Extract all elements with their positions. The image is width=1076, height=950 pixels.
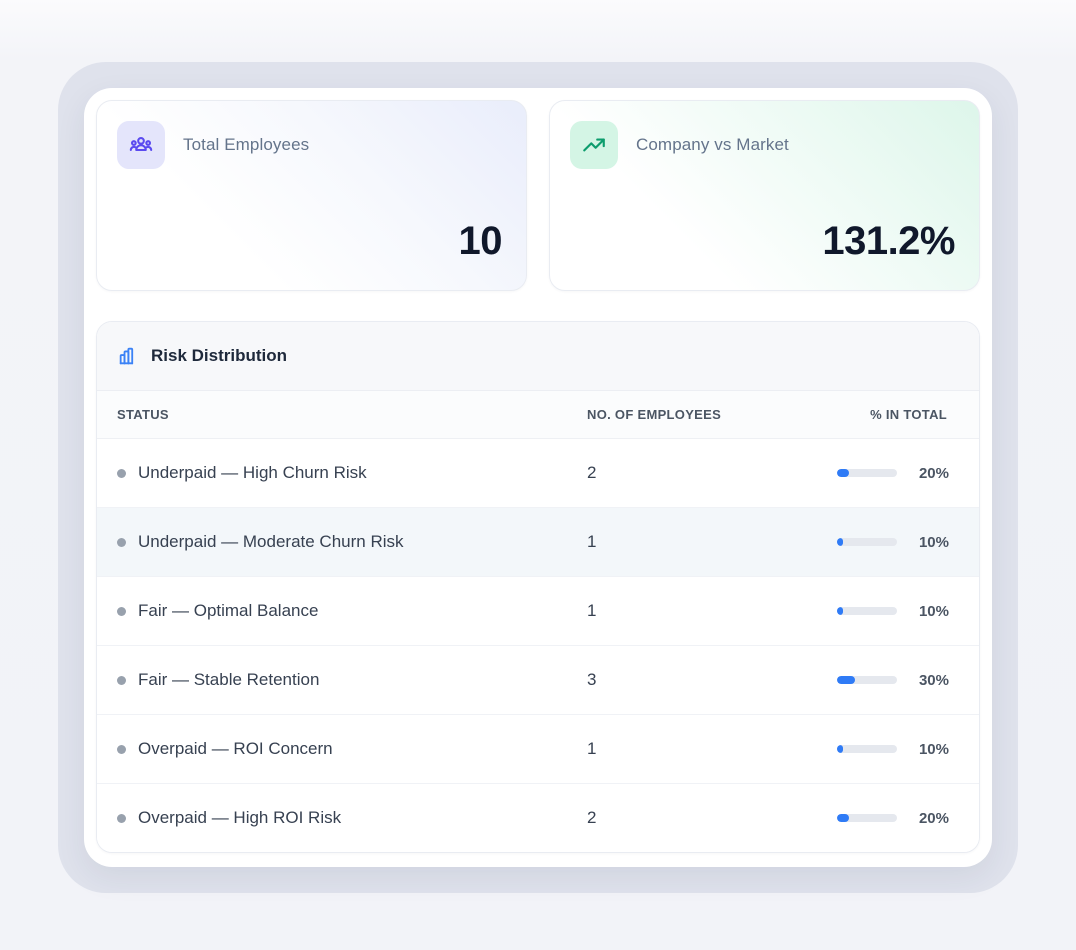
status-dot-icon — [117, 675, 126, 685]
percent-cell: 10% — [837, 534, 949, 551]
status-dot-icon — [117, 744, 126, 754]
status-label: Overpaid — ROI Concern — [138, 739, 333, 758]
stats-row: Total Employees 10 Company vs Market 131… — [96, 100, 980, 291]
progress-bar-fill — [837, 814, 849, 822]
progress-bar — [837, 676, 897, 684]
col-header-percent: % IN TOTAL — [870, 407, 947, 422]
progress-bar-fill — [837, 469, 849, 477]
status-cell: Underpaid — High Churn Risk — [117, 463, 587, 483]
percent-cell: 20% — [837, 810, 949, 827]
status-cell: Overpaid — High ROI Risk — [117, 808, 587, 828]
progress-bar — [837, 469, 897, 477]
stat-card-header: Total Employees — [117, 121, 502, 169]
percent-label: 10% — [918, 740, 949, 758]
stat-card-header: Company vs Market — [570, 121, 955, 169]
employee-count: 1 — [587, 532, 597, 551]
employee-count: 1 — [587, 601, 597, 620]
percent-label: 20% — [918, 464, 949, 482]
table-title-bar: Risk Distribution — [97, 322, 979, 391]
progress-bar — [837, 538, 897, 546]
table-row[interactable]: Underpaid — Moderate Churn Risk 1 10% — [97, 508, 979, 577]
risk-distribution-card: Risk Distribution STATUS NO. OF EMPLOYEE… — [96, 321, 980, 853]
percent-label: 20% — [918, 809, 949, 827]
employee-count: 1 — [587, 739, 597, 758]
progress-bar-fill — [837, 745, 843, 753]
stat-card-total-employees: Total Employees 10 — [96, 100, 527, 291]
status-label: Underpaid — High Churn Risk — [138, 463, 367, 482]
table-header-row: STATUS NO. OF EMPLOYEES % IN TOTAL — [97, 391, 979, 439]
percent-label: 30% — [918, 671, 949, 689]
progress-bar-fill — [837, 607, 843, 615]
status-label: Fair — Stable Retention — [138, 670, 320, 689]
progress-bar-fill — [837, 676, 855, 684]
status-label: Overpaid — High ROI Risk — [138, 808, 342, 827]
percent-cell: 10% — [837, 741, 949, 758]
table-row[interactable]: Fair — Stable Retention 3 30% — [97, 646, 979, 715]
percent-cell: 30% — [837, 672, 949, 689]
status-cell: Fair — Optimal Balance — [117, 601, 587, 621]
table-row[interactable]: Overpaid — ROI Concern 1 10% — [97, 715, 979, 784]
stat-label: Company vs Market — [636, 135, 789, 154]
percent-label: 10% — [918, 602, 949, 620]
table-row[interactable]: Fair — Optimal Balance 1 10% — [97, 577, 979, 646]
status-label: Fair — Optimal Balance — [138, 601, 319, 620]
status-dot-icon — [117, 813, 126, 823]
stat-value: 10 — [458, 219, 503, 263]
table-title: Risk Distribution — [151, 346, 288, 365]
status-dot-icon — [117, 606, 126, 616]
status-dot-icon — [117, 537, 126, 547]
table-row[interactable]: Overpaid — High ROI Risk 2 20% — [97, 784, 979, 852]
employee-count: 3 — [587, 670, 597, 689]
trending-up-icon — [570, 121, 618, 169]
dashboard-surface: Total Employees 10 Company vs Market 131… — [84, 88, 992, 867]
percent-label: 10% — [918, 533, 949, 551]
dashboard-frame: Total Employees 10 Company vs Market 131… — [58, 62, 1018, 893]
table-row[interactable]: Underpaid — High Churn Risk 2 20% — [97, 439, 979, 508]
employee-count: 2 — [587, 463, 597, 482]
bar-chart-icon — [117, 345, 139, 367]
progress-bar — [837, 814, 897, 822]
status-cell: Overpaid — ROI Concern — [117, 739, 587, 759]
progress-bar-fill — [837, 538, 843, 546]
col-header-status: STATUS — [117, 407, 169, 422]
table-body: Underpaid — High Churn Risk 2 20% Underpaid… — [97, 439, 979, 852]
stat-card-company-vs-market: Company vs Market 131.2% — [549, 100, 980, 291]
progress-bar — [837, 607, 897, 615]
status-cell: Underpaid — Moderate Churn Risk — [117, 532, 587, 552]
status-label: Underpaid — Moderate Churn Risk — [138, 532, 404, 551]
stat-value: 131.2% — [822, 219, 955, 263]
percent-cell: 20% — [837, 465, 949, 482]
users-icon — [117, 121, 165, 169]
status-dot-icon — [117, 468, 126, 478]
percent-cell: 10% — [837, 603, 949, 620]
progress-bar — [837, 745, 897, 753]
employee-count: 2 — [587, 808, 597, 827]
status-cell: Fair — Stable Retention — [117, 670, 587, 690]
col-header-employees: NO. OF EMPLOYEES — [587, 407, 722, 422]
stat-label: Total Employees — [183, 135, 310, 154]
